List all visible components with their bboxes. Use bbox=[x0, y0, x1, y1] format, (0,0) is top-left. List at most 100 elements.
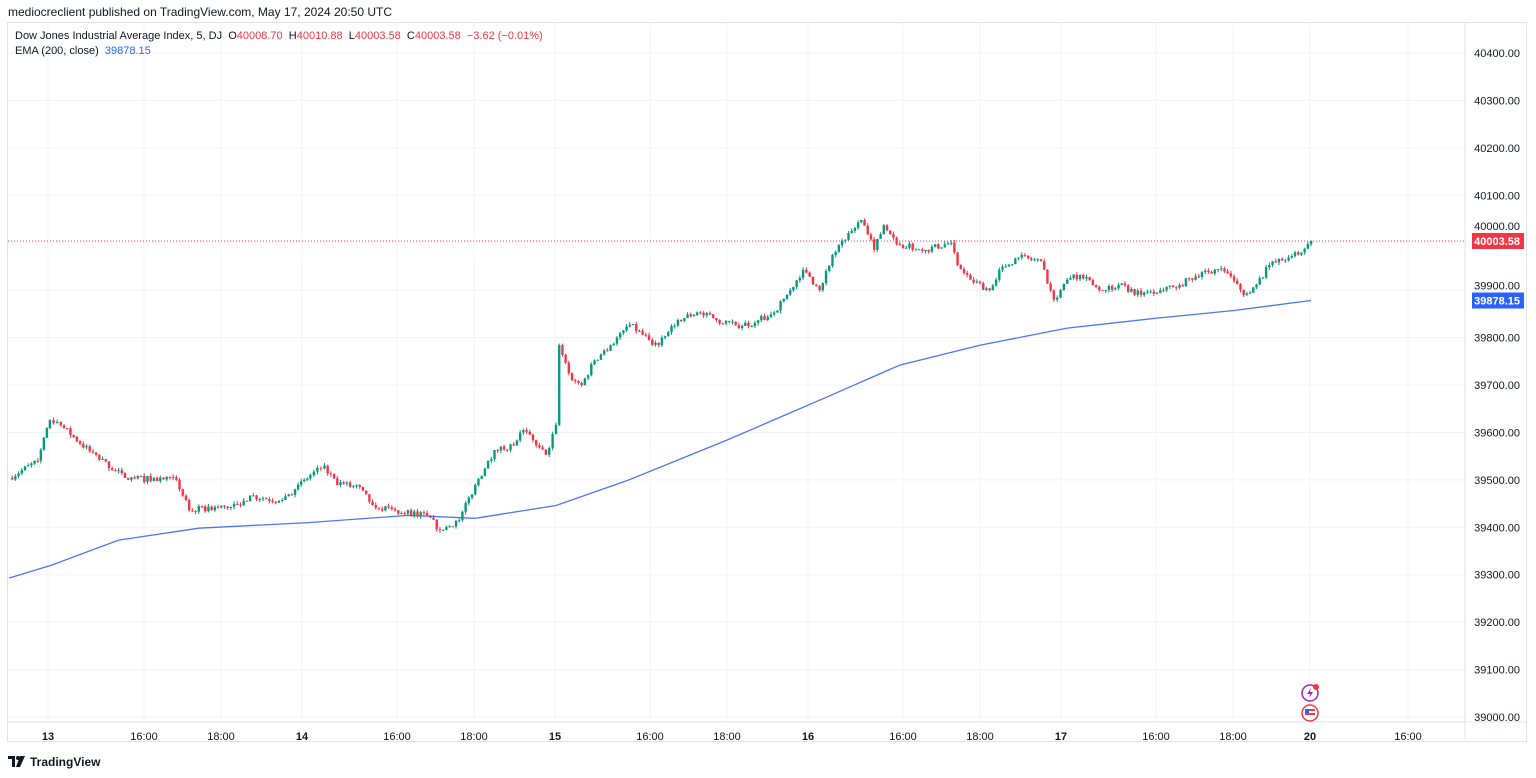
x-tick-label: 18:00 bbox=[460, 731, 488, 743]
candle-down bbox=[114, 470, 117, 472]
candle-up bbox=[1277, 258, 1281, 263]
candle-down bbox=[1133, 289, 1136, 295]
candle-up bbox=[445, 527, 448, 530]
candle-up bbox=[384, 506, 387, 511]
candle-up bbox=[828, 265, 831, 271]
candle-up bbox=[1258, 278, 1261, 285]
candle-up bbox=[1220, 268, 1223, 270]
candle-down bbox=[143, 475, 146, 482]
candle-down bbox=[1152, 291, 1156, 294]
candle-down bbox=[1126, 285, 1130, 292]
candle-down bbox=[728, 320, 731, 322]
candle-up bbox=[1271, 261, 1274, 266]
candle-up bbox=[1255, 284, 1258, 288]
candle-down bbox=[606, 350, 609, 352]
candle-up bbox=[352, 485, 355, 487]
candle-down bbox=[387, 506, 390, 508]
candle-up bbox=[339, 482, 342, 486]
candle-down bbox=[184, 495, 188, 501]
candle-down bbox=[342, 482, 345, 484]
y-tick-label: 39200.00 bbox=[1474, 617, 1520, 629]
high-value: 40010.88 bbox=[296, 30, 343, 42]
candle-down bbox=[708, 313, 712, 315]
y-tick-label: 40400.00 bbox=[1474, 48, 1520, 60]
candle-up bbox=[943, 244, 946, 248]
ema-line bbox=[8, 299, 1312, 579]
candle-down bbox=[1197, 276, 1200, 278]
candle-down bbox=[641, 330, 644, 335]
candle-down bbox=[1082, 274, 1085, 279]
ema-legend-row[interactable]: EMA (200, close) 39878.15 bbox=[15, 44, 543, 59]
candle-up bbox=[470, 494, 474, 498]
time-axis: 13 16:00 18:00 14 16:00 18:00 15 16:00 18:00 16 16… bbox=[42, 731, 1422, 743]
candle-down bbox=[432, 517, 435, 520]
candle-up bbox=[152, 477, 156, 481]
candle-up bbox=[232, 503, 236, 507]
candle-up bbox=[683, 317, 686, 321]
candle-down bbox=[82, 443, 85, 448]
x-tick-label: 16 bbox=[802, 731, 814, 743]
candle-down bbox=[210, 506, 213, 511]
candle-up bbox=[1155, 292, 1159, 294]
candle-down bbox=[397, 510, 400, 514]
y-tick-label: 40000.00 bbox=[1474, 221, 1520, 233]
ema-200-line bbox=[8, 299, 1312, 579]
candle-up bbox=[85, 446, 88, 448]
candle-up bbox=[940, 247, 943, 249]
candle-down bbox=[451, 526, 454, 528]
candle-down bbox=[956, 252, 959, 266]
candle-down bbox=[1181, 284, 1184, 287]
candle-down bbox=[1039, 259, 1043, 262]
candle-up bbox=[14, 476, 17, 480]
candle-up bbox=[296, 484, 300, 490]
x-tick-label: 15 bbox=[549, 731, 561, 743]
candle-up bbox=[1159, 290, 1162, 293]
candle-up bbox=[622, 330, 625, 334]
candle-up bbox=[1104, 290, 1107, 292]
candle-up bbox=[660, 337, 664, 346]
candle-up bbox=[1268, 265, 1271, 268]
candle-down bbox=[1226, 271, 1229, 274]
candle-down bbox=[718, 320, 721, 324]
candle-up bbox=[454, 520, 458, 527]
candle-up bbox=[789, 290, 792, 295]
y-tick-label: 39400.00 bbox=[1474, 522, 1520, 534]
candle-up bbox=[692, 314, 696, 317]
candle-down bbox=[168, 476, 172, 478]
candle-up bbox=[705, 313, 708, 316]
candle-down bbox=[1232, 276, 1236, 281]
candle-down bbox=[268, 499, 271, 501]
x-tick-label: 16:00 bbox=[1142, 731, 1170, 743]
candle-up bbox=[1168, 285, 1172, 287]
candle-down bbox=[921, 249, 924, 252]
candle-down bbox=[181, 489, 184, 496]
candle-up bbox=[515, 440, 519, 446]
candle-up bbox=[1114, 288, 1117, 290]
candle-up bbox=[309, 475, 312, 479]
candle-down bbox=[98, 454, 101, 460]
lightning-events-icon[interactable] bbox=[1301, 684, 1319, 702]
us-flag-economic-icon[interactable] bbox=[1301, 704, 1319, 722]
grid bbox=[8, 23, 1527, 740]
candle-up bbox=[287, 494, 290, 497]
tradingview-logo-icon bbox=[8, 756, 25, 767]
candle-up bbox=[39, 449, 43, 461]
candle-up bbox=[676, 320, 680, 326]
y-tick-label: 40300.00 bbox=[1474, 95, 1520, 107]
candle-up bbox=[229, 506, 233, 509]
candle-up bbox=[882, 225, 885, 235]
candle-up bbox=[1194, 276, 1197, 280]
candle-up bbox=[252, 495, 255, 497]
candle-down bbox=[567, 362, 571, 374]
candle-down bbox=[149, 475, 152, 481]
candle-up bbox=[593, 360, 596, 365]
symbol-name: Dow Jones Industrial Average Index, 5, D… bbox=[15, 30, 223, 42]
candle-down bbox=[332, 473, 336, 479]
candle-down bbox=[715, 317, 718, 321]
candle-down bbox=[734, 321, 737, 326]
candle-up bbox=[844, 239, 847, 241]
candle-up bbox=[586, 375, 590, 379]
candle-up bbox=[618, 333, 622, 338]
candle-down bbox=[239, 504, 242, 506]
